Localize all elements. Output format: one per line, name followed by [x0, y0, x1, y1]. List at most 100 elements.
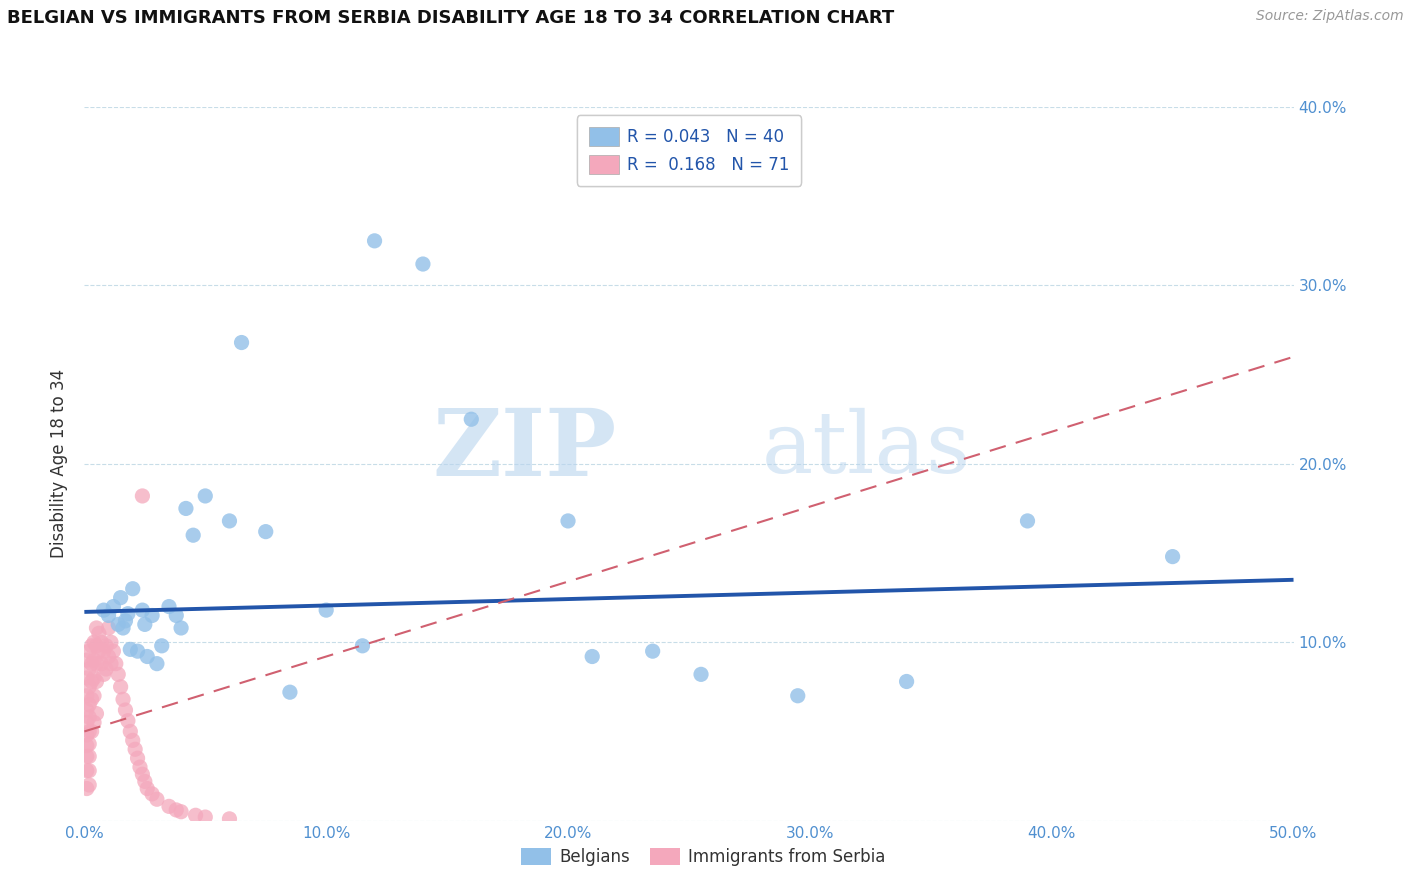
- Point: [127, 751, 149, 765]
- Point: [83, 715, 105, 730]
- Point: [641, 644, 664, 658]
- Point: [131, 489, 153, 503]
- Point: [134, 774, 156, 789]
- Point: [77, 764, 100, 778]
- Point: [134, 617, 156, 632]
- Point: [77, 749, 100, 764]
- Point: [77, 680, 100, 694]
- Point: [315, 603, 337, 617]
- Point: [896, 674, 918, 689]
- Point: [114, 703, 136, 717]
- Point: [786, 689, 808, 703]
- Point: [231, 335, 253, 350]
- Point: [117, 607, 139, 621]
- Point: [76, 749, 98, 764]
- Point: [77, 662, 100, 676]
- Point: [77, 644, 100, 658]
- Point: [157, 799, 180, 814]
- Point: [76, 653, 98, 667]
- Point: [80, 674, 103, 689]
- Point: [218, 812, 240, 826]
- Point: [136, 649, 159, 664]
- Point: [1161, 549, 1184, 564]
- Point: [114, 614, 136, 628]
- Y-axis label: Disability Age 18 to 34: Disability Age 18 to 34: [51, 369, 69, 558]
- Text: Source: ZipAtlas.com: Source: ZipAtlas.com: [1256, 9, 1403, 23]
- Point: [170, 621, 193, 635]
- Point: [104, 657, 127, 671]
- Point: [97, 608, 120, 623]
- Point: [110, 591, 132, 605]
- Point: [120, 724, 142, 739]
- Point: [94, 662, 117, 676]
- Point: [76, 739, 98, 753]
- Point: [100, 635, 122, 649]
- Point: [93, 667, 115, 681]
- Point: [97, 621, 120, 635]
- Point: [112, 621, 135, 635]
- Point: [194, 489, 217, 503]
- Point: [1017, 514, 1039, 528]
- Point: [90, 657, 112, 671]
- Point: [76, 781, 98, 796]
- Point: [131, 767, 153, 781]
- Legend: Belgians, Immigrants from Serbia: Belgians, Immigrants from Serbia: [512, 840, 894, 875]
- Point: [363, 234, 385, 248]
- Text: ZIP: ZIP: [432, 405, 616, 494]
- Point: [174, 501, 197, 516]
- Point: [120, 642, 142, 657]
- Point: [76, 689, 98, 703]
- Point: [146, 657, 169, 671]
- Legend: R = 0.043   N = 40, R =  0.168   N = 71: R = 0.043 N = 40, R = 0.168 N = 71: [576, 115, 801, 186]
- Point: [112, 692, 135, 706]
- Point: [129, 760, 152, 774]
- Point: [141, 787, 163, 801]
- Point: [170, 805, 193, 819]
- Point: [86, 674, 108, 689]
- Point: [86, 639, 108, 653]
- Point: [76, 728, 98, 742]
- Point: [76, 703, 98, 717]
- Point: [83, 635, 105, 649]
- Point: [103, 599, 125, 614]
- Point: [157, 599, 180, 614]
- Point: [194, 810, 217, 824]
- Point: [77, 724, 100, 739]
- Point: [76, 715, 98, 730]
- Point: [87, 644, 110, 658]
- Point: [76, 764, 98, 778]
- Point: [690, 667, 713, 681]
- Point: [136, 781, 159, 796]
- Point: [94, 639, 117, 653]
- Point: [76, 671, 98, 685]
- Point: [87, 626, 110, 640]
- Point: [83, 671, 105, 685]
- Point: [218, 514, 240, 528]
- Point: [77, 710, 100, 724]
- Point: [80, 657, 103, 671]
- Point: [80, 724, 103, 739]
- Point: [184, 808, 207, 822]
- Point: [100, 657, 122, 671]
- Point: [77, 737, 100, 751]
- Point: [80, 692, 103, 706]
- Point: [97, 649, 120, 664]
- Point: [412, 257, 434, 271]
- Point: [146, 792, 169, 806]
- Point: [117, 714, 139, 728]
- Point: [124, 742, 146, 756]
- Point: [77, 698, 100, 712]
- Point: [83, 653, 105, 667]
- Point: [107, 667, 129, 681]
- Point: [181, 528, 204, 542]
- Point: [121, 582, 143, 596]
- Point: [110, 680, 132, 694]
- Point: [278, 685, 301, 699]
- Point: [86, 657, 108, 671]
- Point: [557, 514, 579, 528]
- Point: [165, 608, 187, 623]
- Point: [86, 706, 108, 721]
- Point: [107, 617, 129, 632]
- Point: [254, 524, 277, 539]
- Point: [460, 412, 482, 426]
